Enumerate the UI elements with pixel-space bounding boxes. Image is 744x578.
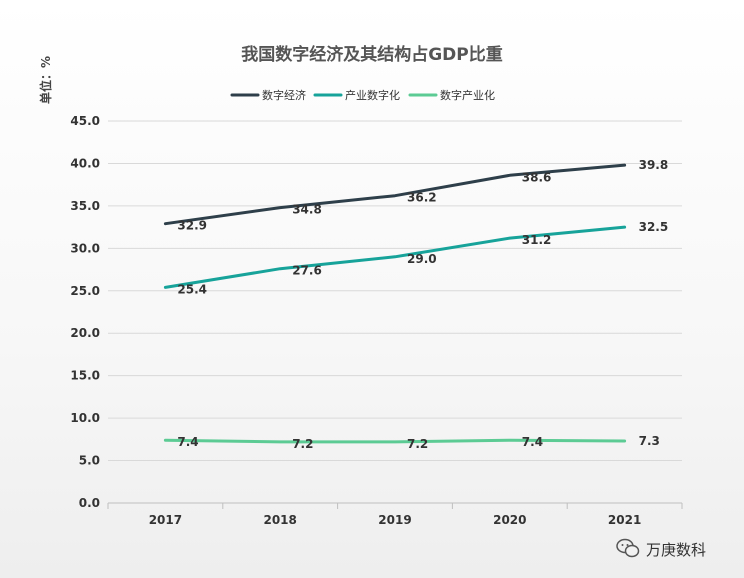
data-label: 7.4 (522, 435, 543, 449)
x-tick-label: 2019 (378, 513, 411, 527)
data-label: 7.4 (177, 435, 198, 449)
series-line-3 (163, 438, 627, 444)
series-line-1 (163, 163, 627, 226)
y-tick-label: 15.0 (70, 369, 100, 383)
legend-label-1: 数字经济 (262, 88, 306, 102)
data-label: 38.6 (522, 170, 552, 184)
wechat-icon (616, 538, 640, 558)
y-tick-label: 25.0 (70, 284, 100, 298)
y-axis-ticks: 0.0 5.0 10.0 15.0 20.0 25.0 30.0 35.0 40.0 45.0 (70, 114, 100, 510)
chart-title: 我国数字经济及其结构占GDP比重 (241, 44, 503, 65)
data-label: 34.8 (292, 203, 322, 217)
data-labels: 32.9 34.8 36.2 38.6 39.8 25.4 27.6 29.0 31.2 32.5… (177, 158, 668, 451)
x-tick-label: 2017 (149, 513, 182, 527)
data-label: 36.2 (407, 191, 437, 205)
gridlines (108, 120, 682, 462)
y-tick-label: 20.0 (70, 326, 100, 340)
series-lines (163, 163, 627, 444)
data-label: 31.2 (522, 233, 552, 247)
data-label: 7.2 (407, 437, 428, 451)
legend: 数字经济 产业数字化 数字产业化 (230, 88, 495, 102)
data-label: 25.4 (177, 282, 207, 296)
legend-label-2: 产业数字化 (345, 88, 400, 102)
data-label: 32.9 (177, 219, 207, 233)
unit-label: 单位：% (38, 56, 53, 104)
data-label: 32.5 (639, 220, 669, 234)
data-label: 27.6 (292, 264, 322, 278)
y-tick-label: 35.0 (70, 199, 100, 213)
y-tick-label: 10.0 (70, 411, 100, 425)
data-label: 39.8 (639, 158, 669, 172)
y-tick-label: 45.0 (70, 114, 100, 128)
data-label: 29.0 (407, 252, 437, 266)
y-tick-label: 0.0 (79, 496, 100, 510)
y-tick-label: 40.0 (70, 156, 100, 170)
x-tick-label: 2020 (493, 513, 526, 527)
x-tick-label: 2018 (263, 513, 296, 527)
series-line-2 (163, 225, 627, 289)
data-label: 7.2 (292, 437, 313, 451)
watermark: 万庚数科 (616, 538, 706, 559)
watermark-text: 万庚数科 (646, 541, 706, 559)
data-label: 7.3 (639, 434, 660, 448)
y-tick-label: 5.0 (79, 454, 100, 468)
x-axis: 2017 2018 2019 2020 2021 (107, 502, 683, 527)
y-tick-label: 30.0 (70, 241, 100, 255)
legend-label-3: 数字产业化 (440, 88, 495, 102)
x-tick-label: 2021 (608, 513, 641, 527)
